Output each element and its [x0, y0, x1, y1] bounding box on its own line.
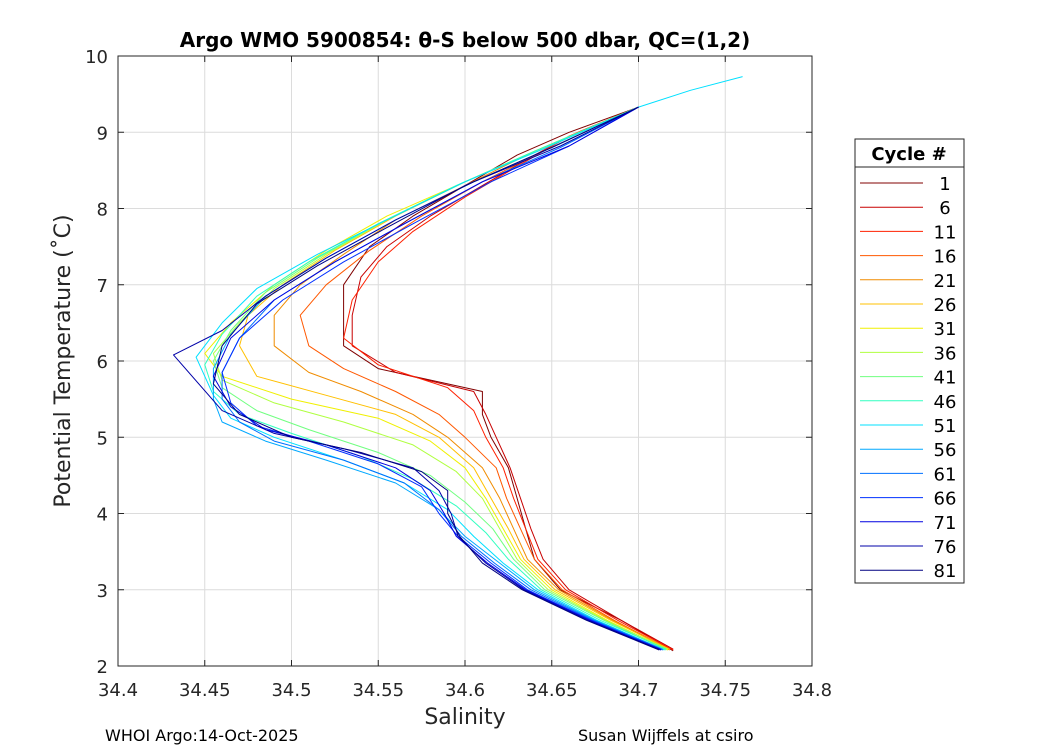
legend-label-cycle-16: 16: [934, 247, 957, 268]
data-series: [173, 76, 743, 652]
footer-credit-right: Susan Wijffels at csiro: [578, 726, 754, 745]
series-line-cycle-31: [204, 106, 669, 651]
footer-credit-left: WHOI Argo:14-Oct-2025: [105, 726, 299, 745]
y-tick-label: 9: [97, 123, 108, 144]
legend-box: [854, 138, 965, 584]
series-line-cycle-81: [212, 106, 660, 651]
y-tick-label: 7: [97, 276, 108, 297]
y-tick-label: 8: [97, 200, 108, 221]
y-tick-label: 3: [97, 581, 108, 602]
legend-label-cycle-26: 26: [934, 295, 957, 316]
legend-label-cycle-6: 6: [939, 198, 950, 219]
legend-label-cycle-71: 71: [934, 513, 957, 534]
legend-label-cycle-81: 81: [934, 561, 957, 582]
x-tick-label: 34.75: [699, 680, 751, 701]
chart-title: Argo WMO 5900854: θ-S below 500 dbar, QC…: [180, 28, 750, 52]
legend-label-cycle-41: 41: [934, 368, 957, 389]
x-tick-label: 34.4: [98, 680, 138, 701]
x-tick-label: 34.7: [618, 680, 658, 701]
legend-label-cycle-66: 66: [934, 489, 957, 510]
x-tick-label: 34.55: [352, 680, 404, 701]
y-tick-label: 5: [97, 428, 108, 449]
x-axis-label: Salinity: [424, 705, 505, 730]
x-tick-label: 34.45: [179, 680, 231, 701]
legend-label-cycle-21: 21: [934, 271, 957, 292]
legend-label-cycle-51: 51: [934, 416, 957, 437]
legend-label-cycle-61: 61: [934, 464, 957, 485]
y-tick-label: 2: [97, 657, 108, 678]
legend-title: Cycle #: [871, 144, 946, 165]
y-tick-label: 4: [97, 505, 108, 526]
legend-label-cycle-11: 11: [934, 222, 957, 243]
y-tick-label: 6: [97, 352, 108, 373]
series-line-cycle-76: [173, 106, 660, 650]
series-line-cycle-16: [299, 106, 670, 650]
axis-ticks: 34.4 34.45 34.5 34.55 34.6 34.65 34.7 34.75 34.8…: [85, 47, 832, 701]
x-tick-label: 34.5: [271, 680, 311, 701]
legend-label-cycle-56: 56: [934, 440, 957, 461]
y-tick-label: 10: [85, 47, 108, 68]
x-tick-label: 34.65: [526, 680, 578, 701]
legend-label-cycle-36: 36: [934, 343, 957, 364]
legend-label-cycle-1: 1: [939, 174, 950, 195]
series-line-cycle-11: [343, 106, 674, 651]
y-axis-label: Potential Temperature (˚C): [51, 214, 76, 507]
x-tick-label: 34.6: [445, 680, 485, 701]
x-tick-label: 34.8: [792, 680, 832, 701]
legend-label-cycle-46: 46: [934, 392, 957, 413]
legend-label-cycle-76: 76: [934, 537, 957, 558]
legend-label-cycle-31: 31: [934, 319, 957, 340]
